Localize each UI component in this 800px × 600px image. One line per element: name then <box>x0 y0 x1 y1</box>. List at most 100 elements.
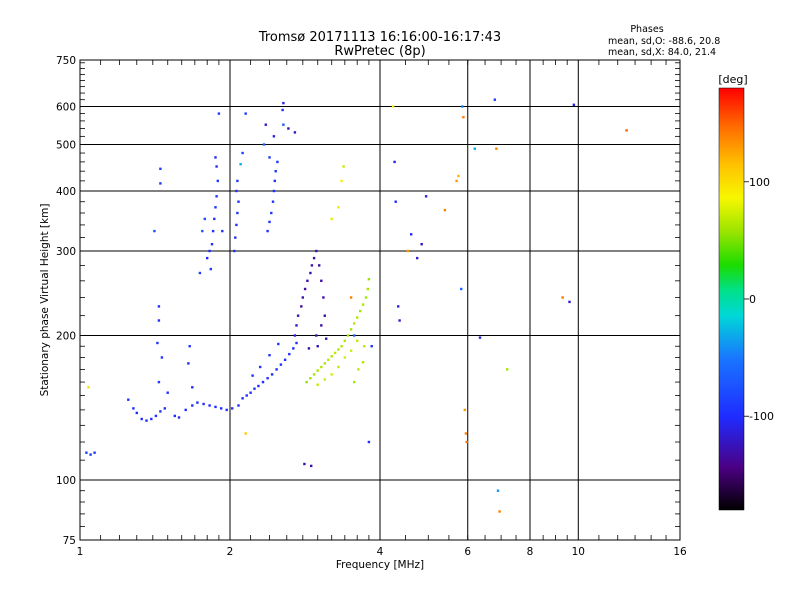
x-tick-labels: 1 2 4 6 8 10 16 <box>77 546 687 558</box>
data-point <box>295 324 298 327</box>
data-point <box>203 217 206 221</box>
data-point <box>292 347 295 350</box>
data-point <box>173 414 176 418</box>
data-point <box>157 305 161 308</box>
data-point <box>159 167 162 170</box>
data-point <box>316 369 319 372</box>
data-point <box>391 105 395 108</box>
data-point <box>370 345 373 348</box>
data-point <box>191 386 194 389</box>
data-point <box>420 243 423 246</box>
data-point <box>461 105 464 108</box>
data-point <box>202 402 205 406</box>
data-point <box>282 123 285 126</box>
data-point <box>159 410 162 413</box>
colorbar: [deg] 100 0 -100 <box>718 73 774 511</box>
data-point <box>295 341 298 345</box>
data-point <box>312 373 316 376</box>
data-point <box>303 287 307 291</box>
data-point <box>340 179 343 183</box>
data-point <box>493 98 496 101</box>
data-point <box>320 279 323 282</box>
data-point <box>455 179 458 183</box>
data-point <box>356 316 359 319</box>
data-point <box>235 223 238 227</box>
data-point <box>163 407 166 410</box>
y-tick-label: 300 <box>56 246 76 258</box>
data-point <box>316 345 319 348</box>
data-point <box>367 278 371 281</box>
x-tick-label: 10 <box>572 546 585 558</box>
data-point <box>244 112 247 115</box>
data-point <box>309 377 312 380</box>
data-point <box>153 229 156 233</box>
data-point <box>145 419 148 422</box>
data-point <box>264 123 267 126</box>
data-point <box>213 217 216 221</box>
data-point <box>327 358 330 361</box>
y-tick-label: 600 <box>56 102 76 114</box>
colorbar-label: [deg] <box>718 73 747 86</box>
data-point <box>275 368 278 371</box>
data-point <box>283 358 287 361</box>
data-point <box>397 305 400 308</box>
data-point <box>253 387 256 390</box>
data-point <box>235 189 238 193</box>
data-point <box>464 432 468 435</box>
data-point <box>310 464 313 468</box>
data-point <box>87 386 90 389</box>
x-tick-label: 4 <box>377 546 384 558</box>
x-tick-label: 16 <box>673 546 687 558</box>
data-point <box>330 217 333 221</box>
data-point <box>281 108 284 112</box>
data-point <box>276 160 279 164</box>
data-point <box>157 319 161 322</box>
data-point <box>342 165 345 168</box>
data-point <box>361 303 365 306</box>
data-point <box>498 510 501 513</box>
data-point <box>359 309 362 313</box>
data-point <box>416 256 419 260</box>
stats-line-o: mean, sd,O: -88.6, 20.8 <box>608 36 720 47</box>
data-point <box>309 271 312 275</box>
data-point <box>279 363 283 366</box>
colorbar-gradient <box>719 88 744 510</box>
data-point <box>206 256 209 260</box>
data-point <box>156 341 159 345</box>
data-point <box>343 339 346 342</box>
data-point <box>211 229 215 233</box>
data-point <box>214 206 217 209</box>
y-tick-labels: 75 100 200 300 400 500 600 750 <box>56 55 76 547</box>
chart-title-line2: RwPretec (8p) <box>334 44 425 59</box>
data-point <box>221 229 224 233</box>
data-point <box>196 401 199 404</box>
data-point <box>237 200 240 203</box>
data-point <box>572 103 576 106</box>
y-tick-label: 750 <box>56 55 76 67</box>
data-point <box>215 195 218 198</box>
data-point <box>343 356 346 359</box>
data-point <box>349 349 353 352</box>
stats-heading: Phases <box>630 24 663 35</box>
data-point <box>357 368 360 371</box>
x-tick-label: 8 <box>527 546 534 558</box>
y-axis-label: Stationary phase Virtual Height [km] <box>39 204 51 397</box>
minor-ticks <box>80 60 680 540</box>
data-point <box>478 336 482 339</box>
data-point <box>140 417 143 421</box>
data-point <box>244 432 247 435</box>
data-point <box>506 368 509 371</box>
data-point <box>198 271 202 275</box>
data-point <box>349 328 353 331</box>
data-point <box>241 151 244 155</box>
data-point <box>233 249 236 253</box>
data-point <box>307 347 311 350</box>
data-point <box>187 362 190 365</box>
data-point <box>625 129 628 132</box>
data-point <box>210 243 214 246</box>
data-point <box>300 305 303 308</box>
y-tick-label: 400 <box>56 186 76 198</box>
data-point <box>323 314 326 317</box>
grid-lines <box>80 60 680 540</box>
data-point <box>318 264 321 267</box>
